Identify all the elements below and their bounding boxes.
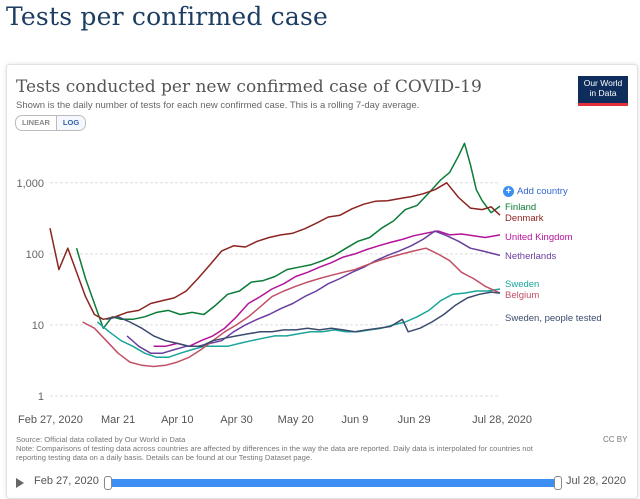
timeline-start-handle[interactable] — [104, 476, 112, 490]
chart-lines — [49, 142, 501, 368]
series-label: Sweden — [505, 279, 539, 290]
chart-grid — [50, 182, 500, 397]
series-label: Finland — [505, 202, 536, 213]
y-tick-label: 1 — [38, 391, 44, 403]
linear-scale-button[interactable]: LINEAR — [22, 118, 50, 127]
y-axis-ticks: 1 10 100 1,000 — [16, 178, 44, 403]
log-scale-button[interactable]: LOG — [55, 116, 86, 130]
series-label: Belgium — [505, 290, 539, 301]
x-axis-ticks: Feb 27, 2020 Mar 21 Apr 10 Apr 30 May 20 Jun … — [18, 414, 532, 426]
x-tick-label: Jul 28, 2020 — [472, 414, 532, 426]
y-tick-label: 1,000 — [16, 178, 44, 190]
series-label: Sweden, people tested — [505, 313, 602, 324]
plus-icon: + — [503, 186, 514, 197]
add-country-label: Add country — [517, 186, 568, 197]
y-tick-label: 10 — [32, 320, 44, 332]
license-label[interactable]: CC BY — [603, 435, 628, 444]
owid-logo[interactable]: Our World in Data — [578, 76, 628, 106]
series-line-united-kingdom — [153, 230, 501, 348]
timeline-end-label: Jul 28, 2020 — [566, 475, 626, 487]
note-text: Note: Comparisons of testing data across… — [16, 444, 533, 462]
y-tick-label: 100 — [26, 249, 44, 261]
source-text: Source: Official data collated by Our Wo… — [16, 435, 186, 444]
logo-line-1: Our World — [583, 78, 623, 88]
series-line-belgium — [82, 247, 501, 368]
timeline-end-handle[interactable] — [554, 476, 562, 490]
series-label: United Kingdom — [505, 232, 573, 243]
x-tick-label: Mar 21 — [101, 414, 135, 426]
x-tick-label: Apr 10 — [161, 414, 193, 426]
timeline-start-label: Feb 27, 2020 — [34, 475, 99, 487]
series-line-sweden — [96, 288, 501, 359]
footer-note: Source: Official data collated by Our Wo… — [16, 435, 556, 462]
series-line-finland — [75, 142, 501, 329]
chart-title: Tests conducted per new confirmed case o… — [16, 77, 482, 97]
series-label: Netherlands — [505, 251, 556, 262]
scale-toggle[interactable]: LINEAR LOG — [15, 115, 87, 131]
series-label: Denmark — [505, 213, 544, 224]
add-country-button[interactable]: + Add country — [503, 186, 568, 197]
x-tick-label: Apr 30 — [220, 414, 252, 426]
page-title: Tests per confirmed case — [6, 2, 329, 31]
series-line-sweden-people-tested — [106, 291, 501, 348]
x-tick-label: Feb 27, 2020 — [18, 414, 83, 426]
play-icon[interactable] — [16, 478, 24, 488]
timeline-track[interactable] — [108, 479, 558, 487]
chart-subtitle: Shown is the daily number of tests for e… — [16, 100, 420, 111]
x-tick-label: Jun 9 — [341, 414, 368, 426]
x-tick-label: May 20 — [278, 414, 314, 426]
timeline[interactable]: Feb 27, 2020 Jul 28, 2020 — [0, 472, 640, 494]
x-tick-label: Jun 29 — [398, 414, 431, 426]
chart-card — [6, 64, 638, 499]
logo-line-2: in Data — [589, 88, 617, 98]
